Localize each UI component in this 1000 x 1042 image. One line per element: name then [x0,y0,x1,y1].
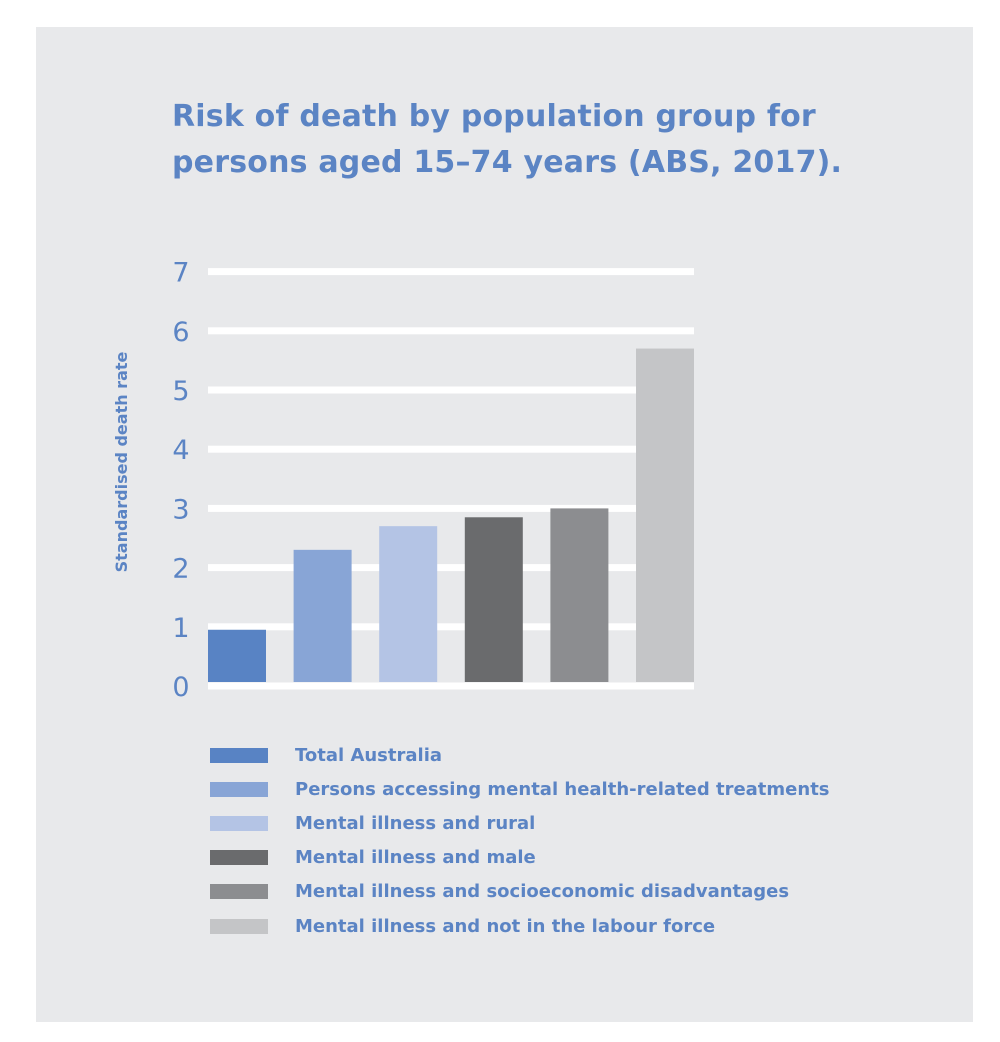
legend-label: Mental illness and not in the labour for… [295,915,716,937]
legend-label: Mental illness and male [295,847,536,869]
chart-title-line-1: Risk of death by population group for [172,99,816,134]
gridline [208,564,694,572]
gridline [208,623,694,631]
y-tick-label: 6 [172,317,189,348]
bar-6 [636,348,694,682]
bars [208,348,694,682]
legend-item: Mental illness and rural [210,806,830,840]
y-tick-label: 0 [172,672,189,703]
gridline [208,386,694,394]
legend-swatch [210,918,268,934]
legend-swatch [210,781,268,797]
legend-swatch [210,747,268,763]
legend-swatch [210,850,268,866]
legend-label: Mental illness and rural [295,812,536,834]
legend-item: Mental illness and not in the labour for… [210,909,830,943]
legend-label: Persons accessing mental health-related … [295,778,830,800]
legend-item: Persons accessing mental health-related … [210,772,830,806]
gridline [208,682,694,690]
legend-item: Total Australia [210,738,830,772]
y-tick-label: 5 [172,376,189,407]
chart-legend: Total Australia Persons accessing mental … [210,738,830,943]
gridline [208,268,694,276]
legend-swatch [210,884,268,900]
chart-title-line-2: persons aged 15–74 years (ABS, 2017). [172,145,843,180]
chart-title: Risk of death by population group for pe… [172,94,932,186]
y-tick-label: 3 [172,494,189,525]
legend-label: Total Australia [295,744,443,766]
gridline [208,504,694,512]
y-tick-label: 1 [172,613,189,644]
y-tick-label: 4 [172,435,189,466]
legend-item: Mental illness and male [210,841,830,875]
y-axis-label: Standardised death rate [112,351,131,572]
bar-3 [379,526,438,682]
bar-2 [293,549,352,682]
y-axis-ticks: 0 1 2 3 4 5 6 7 [172,258,189,703]
gridlines [208,268,694,690]
y-tick-label: 7 [172,258,189,289]
y-tick-label: 2 [172,554,189,585]
bar-4 [464,517,523,682]
gridline [208,327,694,335]
bar-1 [208,629,266,682]
bar-5 [550,508,609,682]
gridline [208,445,694,453]
legend-label: Mental illness and socioeconomic disadva… [295,881,790,903]
legend-item: Mental illness and socioeconomic disadva… [210,875,830,909]
legend-swatch [210,815,268,831]
